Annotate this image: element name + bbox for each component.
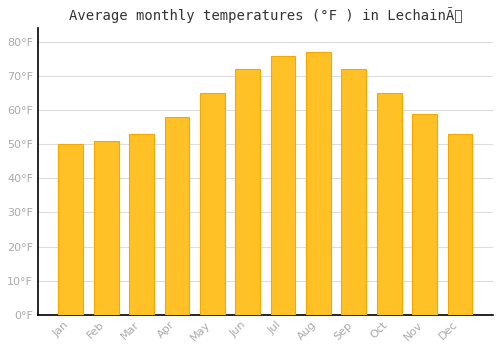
Bar — [164, 117, 190, 315]
Bar — [448, 134, 472, 315]
Bar — [94, 141, 118, 315]
Bar — [342, 69, 366, 315]
Bar — [412, 113, 437, 315]
Title: Average monthly temperatures (°F ) in LechainÃ: Average monthly temperatures (°F ) in Le… — [68, 7, 462, 23]
Bar — [200, 93, 225, 315]
Bar — [236, 69, 260, 315]
Bar — [58, 144, 84, 315]
Bar — [129, 134, 154, 315]
Bar — [377, 93, 402, 315]
Bar — [270, 56, 295, 315]
Bar — [306, 52, 331, 315]
